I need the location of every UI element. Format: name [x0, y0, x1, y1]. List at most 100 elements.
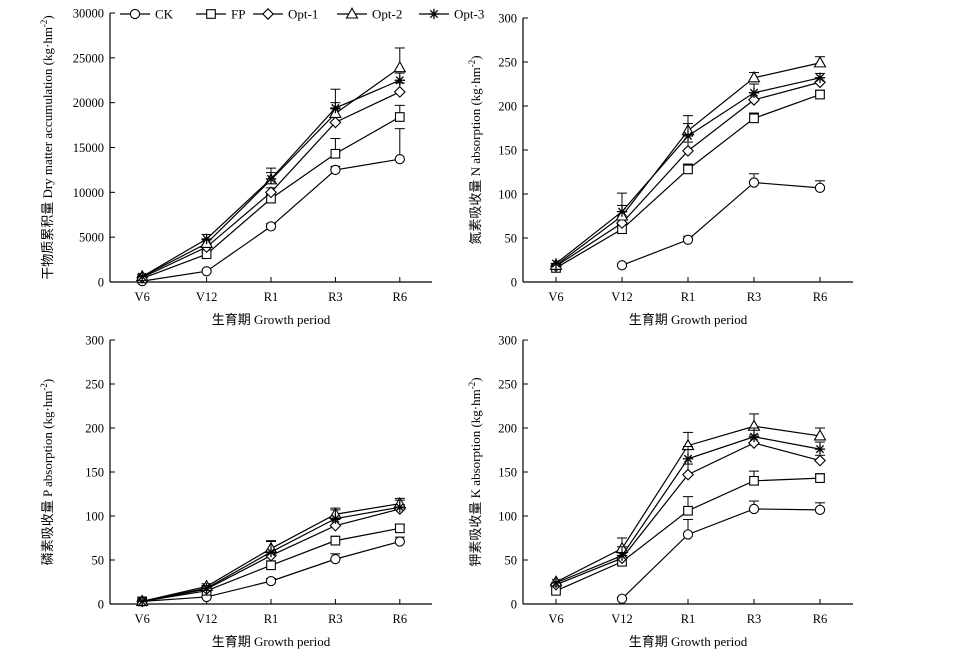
- data-point-opt-3: [748, 87, 760, 98]
- data-point-opt-1: [329, 116, 342, 129]
- x-tick-label: V12: [196, 612, 218, 626]
- data-point-ck: [394, 154, 405, 165]
- x-axis-title: 生育期 Growth period: [629, 312, 748, 327]
- series-ck: [616, 173, 826, 271]
- data-point-fp: [330, 535, 341, 546]
- y-tick-label: 200: [85, 422, 104, 436]
- data-point-opt-3: [616, 550, 628, 561]
- data-point-fp: [394, 112, 405, 122]
- x-tick-label: R6: [813, 612, 828, 626]
- y-tick-label: 20000: [73, 96, 104, 110]
- y-tick-label: 100: [85, 510, 104, 524]
- x-axis-title: 生育期 Growth period: [629, 634, 748, 649]
- data-point-opt-3: [330, 102, 341, 114]
- x-tick-label: V12: [196, 290, 218, 304]
- y-tick-label: 5000: [79, 231, 104, 245]
- legend-marker-opt-3: [428, 8, 440, 20]
- y-tick-label: 200: [498, 100, 517, 114]
- legend-item-ck: CK: [120, 7, 174, 22]
- y-tick-label: 300: [498, 12, 517, 26]
- series-line-ck: [621, 181, 821, 266]
- x-tick-label: V6: [135, 290, 150, 304]
- series-ck: [616, 500, 826, 604]
- legend-marker-opt-2: [345, 7, 359, 19]
- legend-label: CK: [155, 7, 174, 22]
- data-point-opt-3: [330, 513, 341, 524]
- x-tick-label: V6: [548, 290, 563, 304]
- y-tick-label: 100: [498, 188, 517, 202]
- x-axis-title: 生育期 Growth period: [212, 312, 331, 327]
- y-tick-label: 0: [511, 598, 517, 612]
- y-tick-label: 250: [498, 378, 517, 392]
- panel-n-absorption: 0 50 100 150 200 250 300 V6 V12 R1 R3 R6 生育期 Growth …: [467, 12, 853, 327]
- data-point-fp: [330, 148, 341, 159]
- data-point-opt-3: [265, 546, 277, 558]
- data-point-ck: [616, 260, 628, 271]
- data-point-opt-1: [265, 186, 277, 199]
- data-point-ck: [616, 593, 628, 604]
- data-point-opt-2: [747, 70, 761, 83]
- series-opt-3: [137, 72, 405, 282]
- y-tick-label: 300: [498, 334, 517, 348]
- y-axis-title: 干物质累积量 Dry matter accumulation (kg·hm-2): [39, 15, 55, 280]
- x-tick-label: V12: [611, 290, 633, 304]
- data-point-opt-1: [814, 454, 826, 467]
- panel-dry-matter: 0 5000 10000 15000 20000 25000 30000 V6 V12 R1 R3 R…: [39, 7, 432, 327]
- data-point-ck: [330, 164, 341, 176]
- x-tick-label: R6: [393, 290, 408, 304]
- data-point-fp: [683, 505, 693, 516]
- y-axis-title: 磷素吸收量 P absorption (kg·hm-2): [39, 379, 55, 566]
- series-ck: [137, 128, 405, 287]
- data-point-ck: [265, 221, 277, 232]
- data-point-opt-3: [616, 206, 628, 217]
- data-point-ck: [201, 266, 212, 277]
- data-point-ck: [682, 529, 694, 540]
- x-axis-title: 生育期 Growth period: [212, 634, 331, 649]
- data-point-ck: [682, 234, 694, 245]
- y-tick-label: 0: [98, 598, 104, 612]
- y-tick-label: 15000: [73, 141, 104, 155]
- legend-marker-fp: [206, 9, 216, 19]
- panel-p-absorption: 0 50 100 150 200 250 300 V6 V12 R1 R3 R6 生育期 Growth …: [39, 334, 432, 649]
- series-line-opt-1: [141, 91, 401, 279]
- data-point-fp: [394, 523, 405, 534]
- y-axis-title: 氮素吸收量 N absorption (kg·hm-2): [467, 55, 483, 244]
- data-point-opt-3: [201, 582, 212, 594]
- data-point-ck: [814, 504, 826, 515]
- data-point-fp: [749, 475, 759, 486]
- y-tick-label: 200: [498, 422, 517, 436]
- data-point-fp: [815, 89, 825, 100]
- y-tick-label: 30000: [73, 7, 104, 21]
- data-point-opt-2: [393, 60, 407, 73]
- x-tick-label: R1: [264, 290, 279, 304]
- y-tick-label: 0: [511, 276, 517, 290]
- x-tick-label: R6: [393, 612, 408, 626]
- x-tick-label: R3: [747, 612, 762, 626]
- series-opt-2: [135, 47, 407, 282]
- legend-marker-opt-1: [262, 8, 274, 20]
- data-point-opt-3: [137, 596, 148, 607]
- legend-item-opt-2: Opt-2: [337, 7, 402, 22]
- data-point-ck: [265, 575, 277, 587]
- y-axis-title: 钾素吸收量 K absorption (kg·hm-2): [467, 377, 483, 566]
- data-point-opt-1: [748, 93, 760, 106]
- y-tick-label: 300: [85, 334, 104, 348]
- data-point-ck: [814, 182, 826, 193]
- x-tick-label: R1: [264, 612, 279, 626]
- data-point-opt-3: [265, 173, 277, 185]
- data-point-opt-3: [682, 130, 694, 142]
- data-point-opt-1: [748, 436, 760, 449]
- y-tick-label: 25000: [73, 51, 104, 65]
- data-point-ck: [330, 553, 341, 565]
- data-point-opt-1: [393, 85, 406, 98]
- data-point-ck: [394, 536, 405, 547]
- legend-label: FP: [231, 7, 245, 22]
- legend: CK FP Opt-1 Opt-2 Opt-3: [120, 7, 484, 22]
- legend-label: Opt-2: [372, 7, 402, 22]
- y-tick-label: 0: [98, 276, 104, 290]
- x-tick-label: V6: [135, 612, 150, 626]
- data-point-opt-1: [329, 519, 342, 532]
- panel-k-absorption: 0 50 100 150 200 250 300 V6 V12 R1 R3 R6 生育期 Growth …: [467, 334, 853, 649]
- y-tick-label: 150: [85, 466, 104, 480]
